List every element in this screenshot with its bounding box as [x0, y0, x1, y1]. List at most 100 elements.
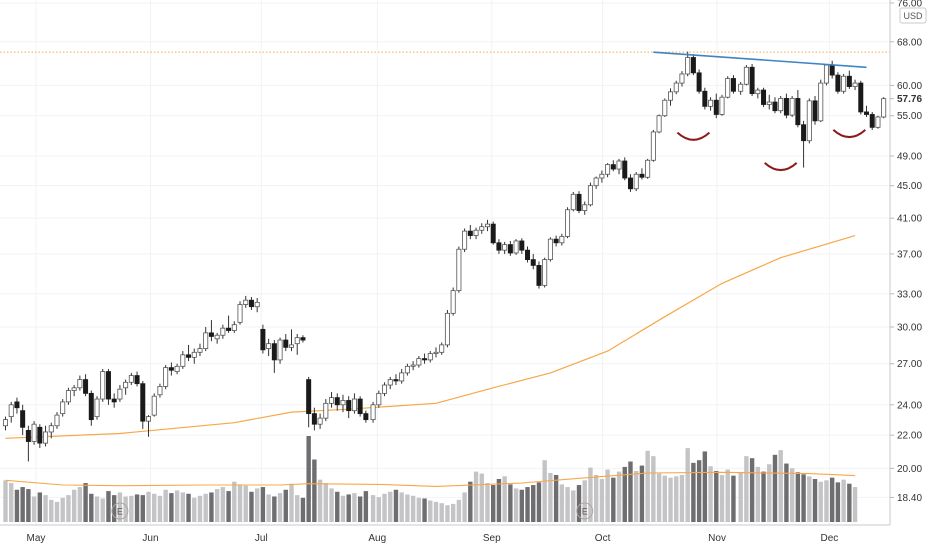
month-label: Oct	[595, 533, 611, 544]
candle	[288, 329, 294, 352]
candle-body	[105, 371, 111, 400]
candle-body	[627, 177, 633, 190]
candle-body	[427, 353, 433, 361]
volume-bar	[611, 477, 616, 522]
candle	[738, 81, 744, 95]
time-axis[interactable]: May Jun Jul Aug Sep Oct Nov Dec	[0, 524, 890, 544]
month-label: Dec	[820, 533, 838, 544]
volume-bar	[20, 487, 25, 522]
candle-body	[789, 98, 795, 116]
candle	[496, 239, 502, 254]
volume-bar	[422, 498, 427, 522]
candle	[134, 371, 140, 387]
volume-bar	[163, 489, 168, 522]
candle-body	[553, 238, 559, 244]
month-label: Jun	[142, 533, 158, 544]
volume-bar	[180, 492, 186, 522]
candle	[755, 87, 761, 99]
volume-bar	[755, 466, 761, 522]
price-tick-label: 60.00	[897, 81, 922, 92]
candle	[702, 87, 708, 110]
candle	[220, 324, 226, 339]
candle	[346, 396, 352, 419]
volume-bar	[519, 489, 524, 522]
candle	[875, 115, 881, 129]
right-shoulder-arc	[832, 129, 867, 139]
candle	[214, 332, 220, 344]
candle	[208, 320, 214, 342]
candle	[88, 390, 94, 426]
candle	[547, 237, 553, 262]
candle-body	[823, 64, 829, 84]
candle-body	[719, 96, 725, 115]
candle	[829, 60, 835, 79]
volume-bar	[134, 494, 140, 522]
candle-body	[243, 299, 249, 305]
volume-bar	[685, 448, 690, 522]
volume-bar	[243, 485, 248, 522]
candle-body	[730, 78, 736, 92]
volume-bar	[174, 490, 180, 522]
candle-body	[163, 367, 169, 387]
volume-bar	[468, 481, 473, 522]
volume-bar	[363, 491, 369, 522]
candle	[111, 393, 117, 408]
candle	[719, 94, 725, 116]
candle-body	[875, 116, 881, 128]
volume-bar	[445, 505, 450, 522]
trendline[interactable]	[653, 51, 867, 69]
candle-body	[208, 332, 214, 337]
candle-body	[702, 90, 708, 107]
volume-bar	[582, 480, 587, 522]
volume-bar	[26, 489, 31, 522]
candle-body	[416, 358, 422, 366]
candle	[254, 298, 260, 313]
candle-body	[111, 398, 117, 403]
candle	[145, 415, 151, 437]
volume-bar	[352, 493, 357, 522]
volume-bar	[340, 495, 346, 522]
candle-body	[576, 193, 582, 211]
volume-bar	[329, 488, 334, 522]
volume-bar	[277, 493, 283, 522]
candle-body	[311, 413, 317, 425]
candle-body	[668, 91, 674, 101]
candle	[462, 228, 468, 253]
volume-bar	[761, 471, 766, 522]
volume-bar	[525, 487, 530, 522]
candle	[140, 380, 146, 429]
price-tick-label: 24.00	[897, 400, 922, 411]
candle-body	[536, 265, 542, 286]
candle-body	[71, 387, 77, 391]
candle-body	[846, 75, 852, 87]
volume-bar	[852, 487, 858, 522]
volume-bar	[266, 494, 271, 522]
candle	[622, 157, 628, 181]
candle	[713, 93, 719, 119]
candle	[329, 391, 335, 408]
volume-bar	[784, 463, 789, 522]
volume-bar	[679, 474, 685, 522]
volume-bar	[456, 499, 462, 522]
candle	[226, 315, 232, 333]
month-label: Nov	[708, 533, 726, 544]
candle	[743, 65, 749, 86]
candle	[553, 235, 559, 247]
candle	[812, 96, 818, 125]
candle-body	[685, 57, 691, 75]
head-and-shoulders-arcs[interactable]	[676, 129, 867, 172]
volume-bar	[439, 503, 444, 522]
candle-body	[123, 381, 129, 389]
volume-bar	[502, 476, 507, 522]
candle-body	[404, 365, 410, 374]
volume-bar	[77, 487, 83, 522]
month-label: Aug	[368, 533, 386, 544]
candle	[650, 129, 656, 162]
price-axis[interactable]: 76.00 68.00 60.00 57.76 55.00 49.00 45.00 41.00…	[889, 0, 932, 525]
candle-body	[582, 204, 588, 211]
currency-label: USD	[903, 11, 923, 21]
volume-bar	[117, 492, 123, 522]
volume-bar	[186, 493, 191, 522]
volume-bar	[835, 482, 841, 522]
